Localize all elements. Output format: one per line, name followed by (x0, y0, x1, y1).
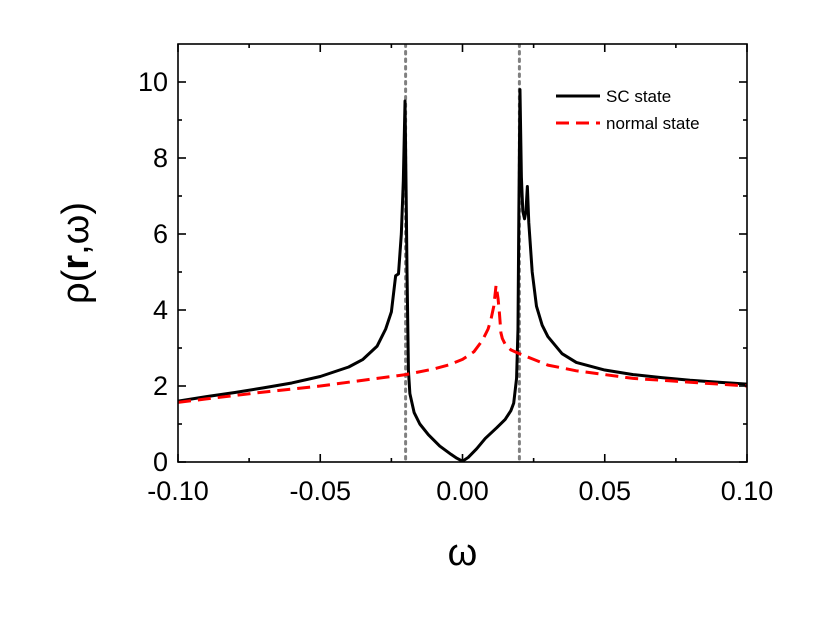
series-line-normal-state (178, 283, 747, 404)
y-tick-label: 4 (153, 295, 168, 325)
y-tick-label: 2 (153, 371, 168, 401)
ticks (177, 44, 748, 463)
tick-labels: -0.10 -0.05 0.00 0.05 0.10 0 2 4 6 8 10 (138, 67, 773, 506)
y-axis-title-pre: ρ( (55, 269, 97, 304)
y-tick-label: 6 (153, 219, 168, 249)
y-axis-title-bold: r (55, 255, 97, 270)
y-tick-label: 0 (153, 447, 168, 477)
reference-lines (404, 44, 521, 462)
y-axis-title: ρ(r,ω) (55, 202, 97, 304)
y-axis-title-post: ,ω) (55, 202, 97, 255)
y-tick-label: 8 (153, 143, 168, 173)
legend-label-sc-state: SC state (606, 87, 671, 106)
series-group (178, 88, 747, 462)
x-tick-label: -0.05 (289, 476, 351, 506)
x-tick-label: -0.10 (147, 476, 209, 506)
legend-label-normal-state: normal state (606, 114, 700, 133)
legend: SC state normal state (556, 87, 700, 133)
x-tick-label: 0.05 (578, 476, 631, 506)
plot-frame (177, 43, 748, 463)
x-axis-title: ω (448, 532, 478, 574)
x-tick-label: 0.10 (721, 476, 774, 506)
y-tick-label: 10 (138, 67, 168, 97)
x-tick-label: 0.00 (436, 476, 489, 506)
series-line-sc-state (178, 88, 747, 462)
